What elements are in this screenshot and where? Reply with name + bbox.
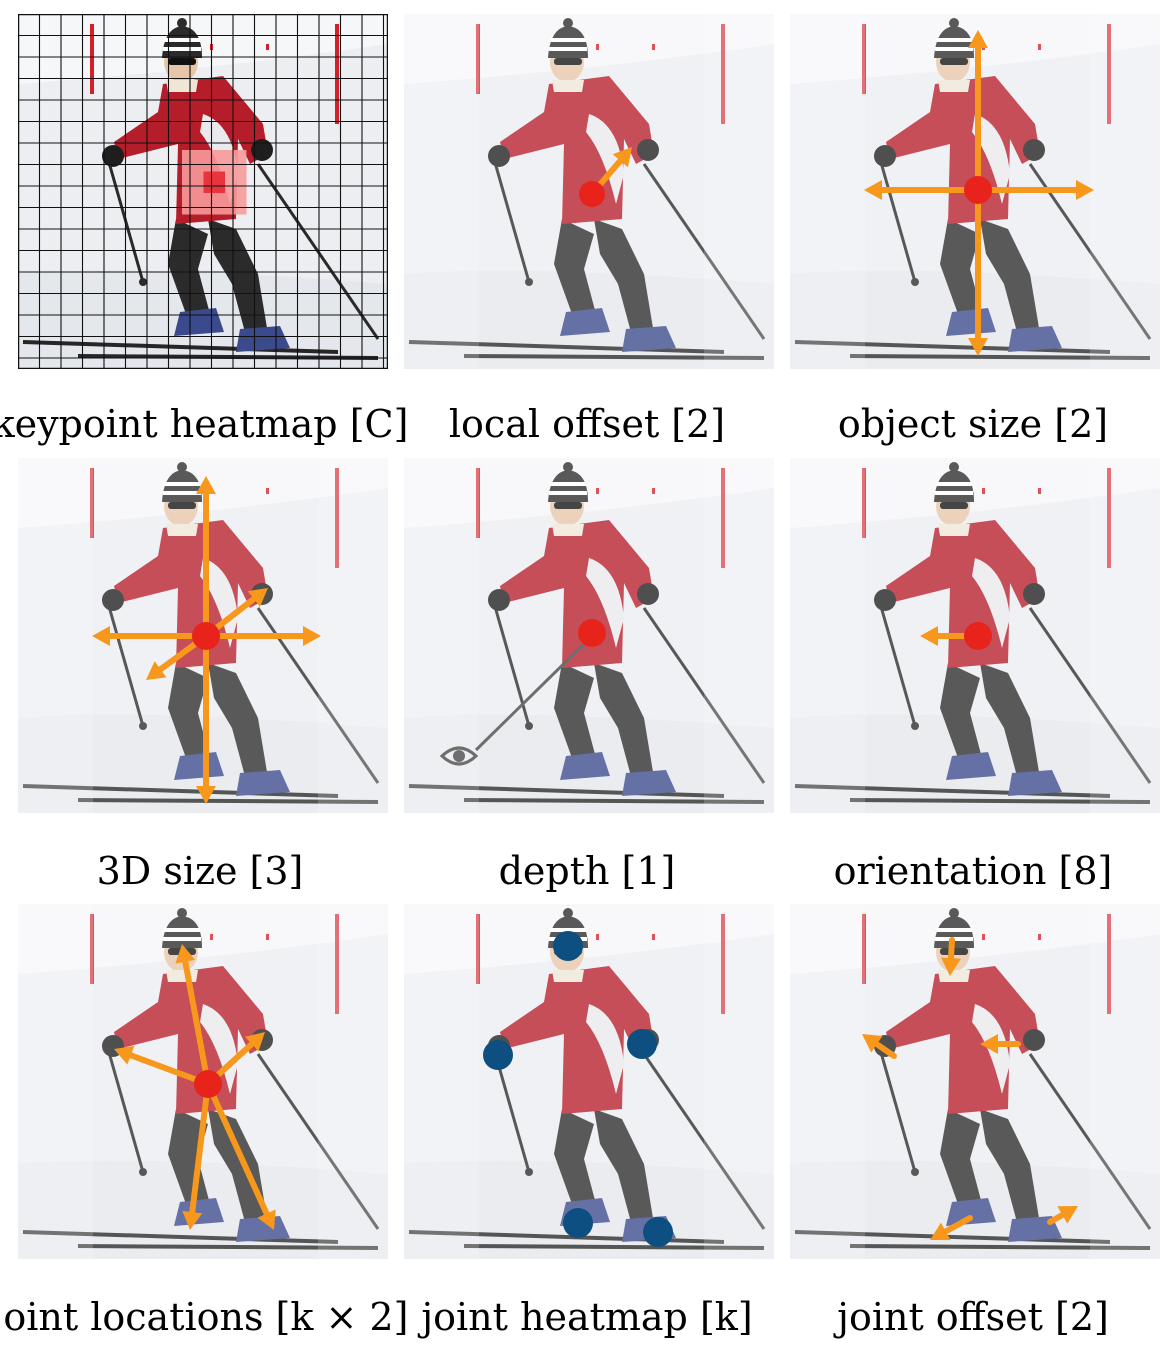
width-arrow-left [864,180,981,200]
joint-point-right-foot [643,1217,673,1247]
heatmap-grid [18,14,388,369]
joint-offset-right-hand [980,1034,1021,1054]
panel-orientation [790,458,1160,813]
center-point [578,619,606,647]
joint-arrow-head [175,944,211,1087]
panel-keypoint-heatmap [18,14,388,369]
center-point [194,1070,222,1098]
caption-local-offset: local offset [2] [449,402,725,446]
caption-object-size: object size [2] [838,402,1108,446]
center-point [964,176,992,204]
caption-joint-offset: joint offset [2] [833,1295,1109,1339]
size-arrow-right [203,626,321,646]
joint-arrow-left-foot [182,1081,211,1230]
caption-keypoint-heatmap: keypoint heatmap [C] [0,402,408,446]
panel-3d-size [18,458,388,813]
joint-offset-left-foot [930,1215,973,1241]
joint-point-left-foot [563,1208,593,1238]
depth-ray [474,634,594,752]
panel-joint-locations [18,904,388,1259]
heatmap-highlight [182,150,247,215]
eye-icon [439,746,479,766]
panel-object-size [790,14,1160,369]
panel-depth [404,458,774,813]
joint-offset-right-foot [1047,1206,1078,1225]
joint-point-right-hand [627,1029,657,1059]
height-arrow-down [968,187,988,356]
caption-depth: depth [1] [499,849,676,893]
panel-joint-heatmap [404,904,774,1259]
joint-offset-left-hand [862,1034,897,1059]
size-arrow-up [196,476,216,639]
caption-joint-locations: joint locations [k × 2] [0,1295,408,1339]
skier-photo [790,904,1160,1259]
joint-offset-head [941,937,961,976]
center-point [579,181,605,207]
joint-point-left-hand [483,1040,513,1070]
joint-point-head [553,931,583,961]
size-arrow-down [196,633,216,804]
panel-joint-offset [790,904,1160,1259]
panel-local-offset [404,14,774,369]
skier-photo [404,904,774,1259]
caption-joint-heatmap: joint heatmap [k] [417,1295,752,1339]
height-arrow-up [968,30,988,193]
caption-orientation: orientation [8] [834,849,1113,893]
size-arrow-left [92,626,209,646]
center-point [192,622,220,650]
center-point [964,622,992,650]
caption-3d-size: 3D size [3] [97,849,304,893]
joint-arrow-right-foot [205,1081,276,1230]
width-arrow-right [975,180,1094,200]
